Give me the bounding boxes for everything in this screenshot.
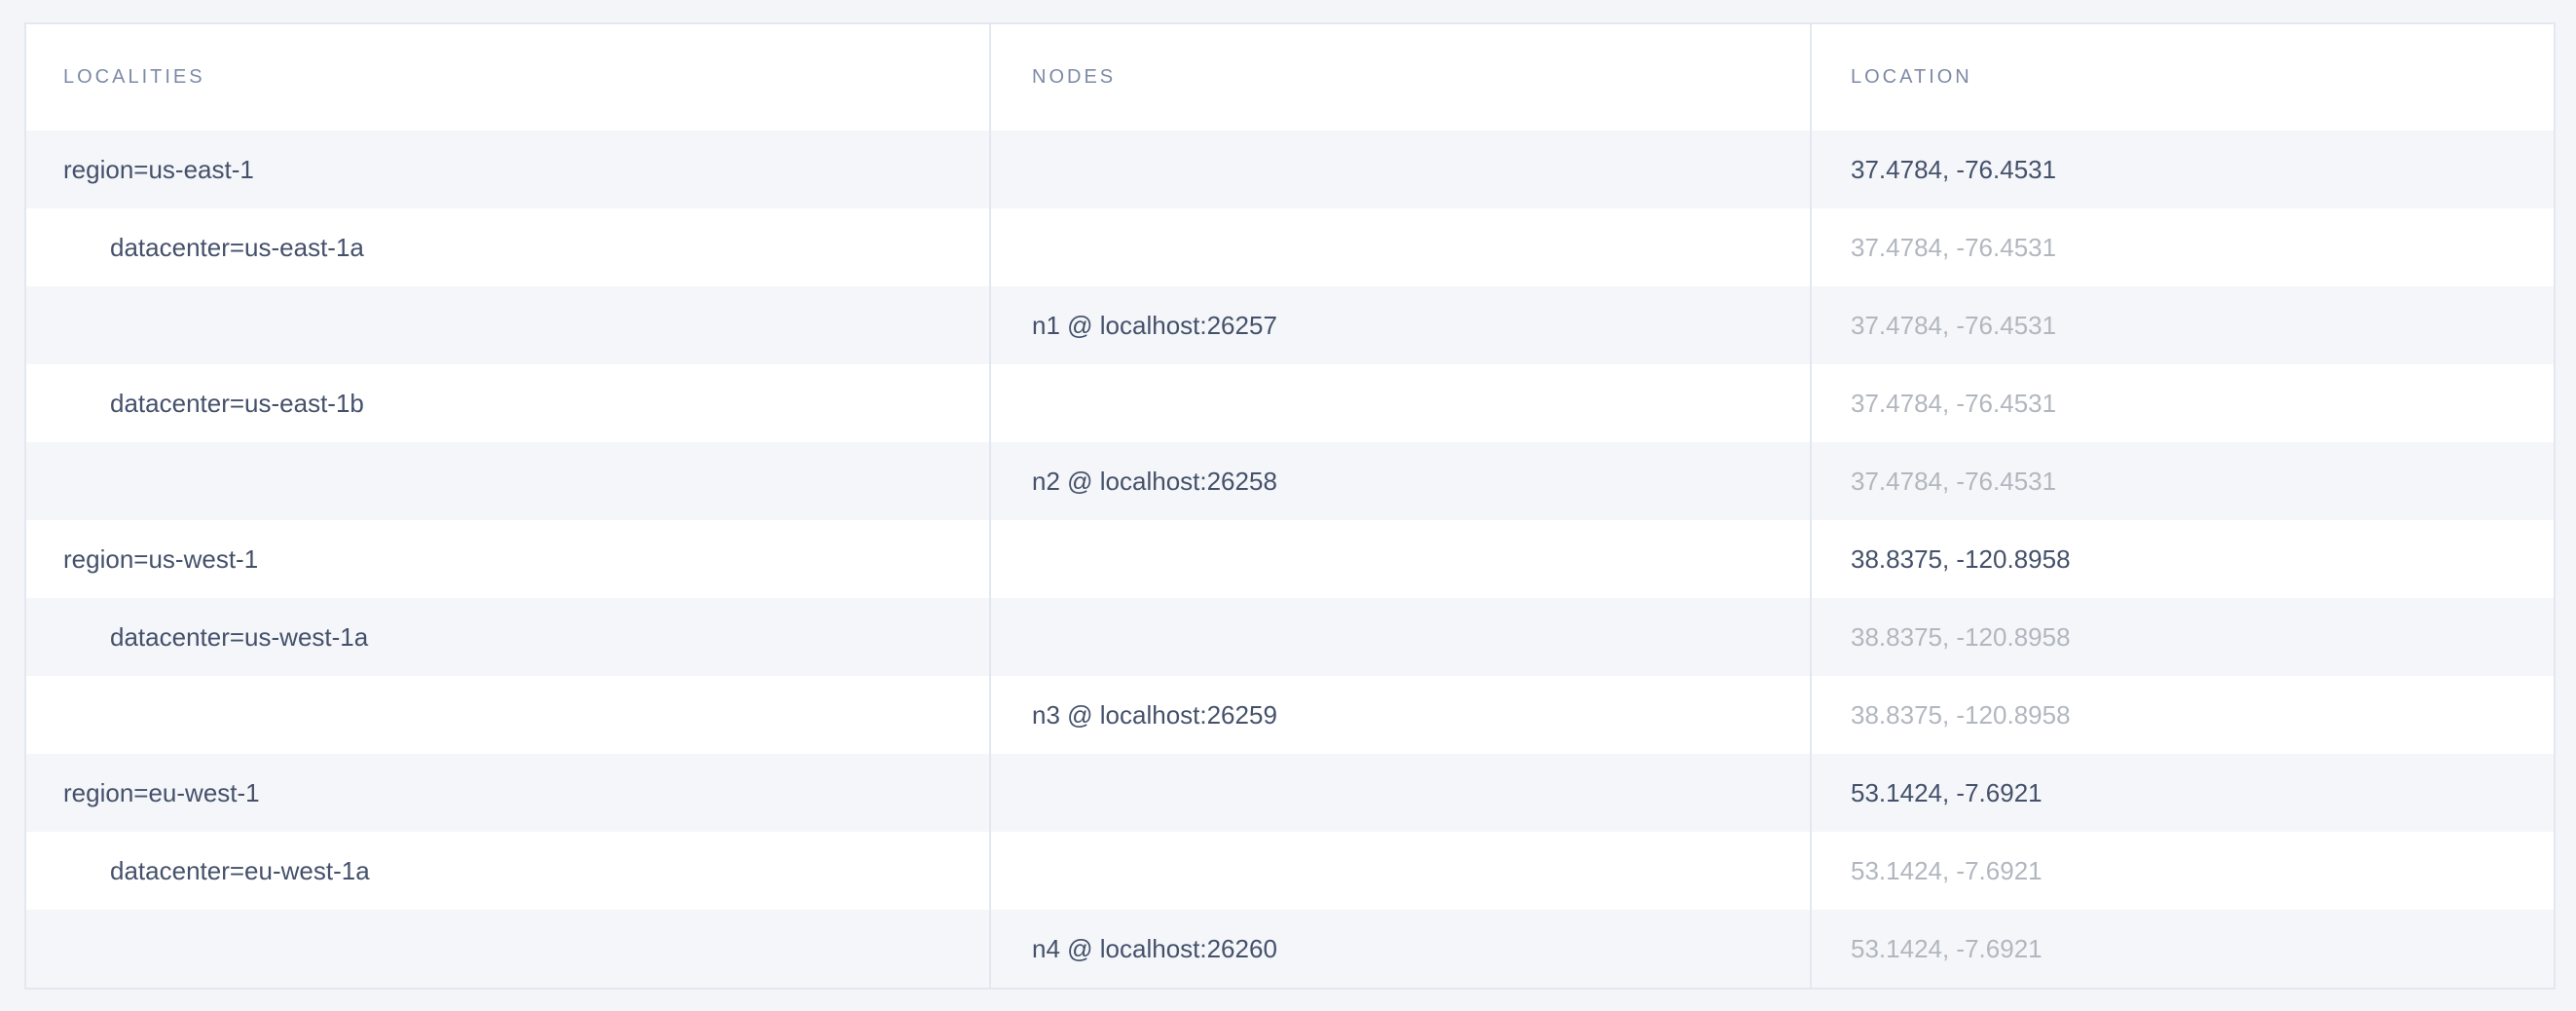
location-label: 37.4784, -76.4531 [1851, 154, 2057, 184]
table-body: region=us-east-1 37.4784, -76.4531 datac… [26, 131, 2554, 988]
location-cell: 38.8375, -120.8958 [1812, 598, 2554, 676]
locality-cell: datacenter=eu-west-1a [26, 832, 991, 910]
table-row: n3 @ localhost:26259 38.8375, -120.8958 [26, 676, 2554, 754]
locality-cell: datacenter=us-west-1a [26, 598, 991, 676]
nodes-cell [991, 832, 1812, 910]
location-cell: 53.1424, -7.6921 [1812, 832, 2554, 910]
nodes-cell [991, 520, 1812, 598]
table-row: datacenter=us-east-1b 37.4784, -76.4531 [26, 364, 2554, 442]
nodes-cell: n4 @ localhost:26260 [991, 910, 1812, 988]
nodes-cell [991, 598, 1812, 676]
nodes-cell: n3 @ localhost:26259 [991, 676, 1812, 754]
table-row: region=us-east-1 37.4784, -76.4531 [26, 131, 2554, 208]
node-label: n2 @ localhost:26258 [1032, 466, 1277, 496]
table-header-row: LOCALITIES NODES LOCATION [26, 24, 2554, 131]
location-label: 37.4784, -76.4531 [1851, 388, 2057, 418]
nodes-cell: n1 @ localhost:26257 [991, 286, 1812, 364]
location-cell: 37.4784, -76.4531 [1812, 364, 2554, 442]
column-header-location: LOCATION [1812, 24, 2554, 131]
location-label: 53.1424, -7.6921 [1851, 855, 2042, 885]
column-header-localities: LOCALITIES [26, 24, 991, 131]
nodes-cell [991, 364, 1812, 442]
location-label: 38.8375, -120.8958 [1851, 543, 2071, 574]
locality-cell [26, 910, 991, 988]
table-row: region=us-west-1 38.8375, -120.8958 [26, 520, 2554, 598]
locality-cell: region=us-west-1 [26, 520, 991, 598]
location-label: 37.4784, -76.4531 [1851, 466, 2057, 496]
table-row: region=eu-west-1 53.1424, -7.6921 [26, 754, 2554, 832]
localities-table: LOCALITIES NODES LOCATION region=us-east… [24, 22, 2556, 990]
location-label: 38.8375, -120.8958 [1851, 621, 2071, 652]
location-cell: 53.1424, -7.6921 [1812, 910, 2554, 988]
locality-label: datacenter=us-east-1a [110, 232, 364, 262]
table-row: datacenter=eu-west-1a 53.1424, -7.6921 [26, 832, 2554, 910]
locality-cell: datacenter=us-east-1a [26, 208, 991, 286]
locality-label: datacenter=eu-west-1a [110, 855, 370, 885]
locality-label: datacenter=us-east-1b [110, 388, 364, 418]
location-cell: 37.4784, -76.4531 [1812, 131, 2554, 208]
locality-cell: region=us-east-1 [26, 131, 991, 208]
table-row: datacenter=us-east-1a 37.4784, -76.4531 [26, 208, 2554, 286]
table-row: datacenter=us-west-1a 38.8375, -120.8958 [26, 598, 2554, 676]
node-label: n1 @ localhost:26257 [1032, 310, 1277, 340]
location-cell: 53.1424, -7.6921 [1812, 754, 2554, 832]
locality-label: region=eu-west-1 [63, 777, 260, 807]
nodes-cell [991, 754, 1812, 832]
locality-cell: datacenter=us-east-1b [26, 364, 991, 442]
locality-cell: region=eu-west-1 [26, 754, 991, 832]
location-label: 53.1424, -7.6921 [1851, 777, 2042, 807]
location-label: 38.8375, -120.8958 [1851, 699, 2071, 730]
nodes-cell [991, 208, 1812, 286]
locality-label: region=us-east-1 [63, 154, 254, 184]
location-label: 37.4784, -76.4531 [1851, 310, 2057, 340]
location-cell: 38.8375, -120.8958 [1812, 520, 2554, 598]
nodes-cell: n2 @ localhost:26258 [991, 442, 1812, 520]
nodes-cell [991, 131, 1812, 208]
table-row: n4 @ localhost:26260 53.1424, -7.6921 [26, 910, 2554, 988]
location-cell: 38.8375, -120.8958 [1812, 676, 2554, 754]
node-label: n3 @ localhost:26259 [1032, 699, 1277, 730]
locality-cell [26, 286, 991, 364]
table-row: n1 @ localhost:26257 37.4784, -76.4531 [26, 286, 2554, 364]
location-cell: 37.4784, -76.4531 [1812, 442, 2554, 520]
location-cell: 37.4784, -76.4531 [1812, 286, 2554, 364]
locality-cell [26, 676, 991, 754]
column-header-nodes: NODES [991, 24, 1812, 131]
locality-label: region=us-west-1 [63, 543, 259, 574]
locality-cell [26, 442, 991, 520]
location-cell: 37.4784, -76.4531 [1812, 208, 2554, 286]
location-label: 53.1424, -7.6921 [1851, 933, 2042, 963]
location-label: 37.4784, -76.4531 [1851, 232, 2057, 262]
locality-label: datacenter=us-west-1a [110, 621, 369, 652]
node-label: n4 @ localhost:26260 [1032, 933, 1277, 963]
table-row: n2 @ localhost:26258 37.4784, -76.4531 [26, 442, 2554, 520]
